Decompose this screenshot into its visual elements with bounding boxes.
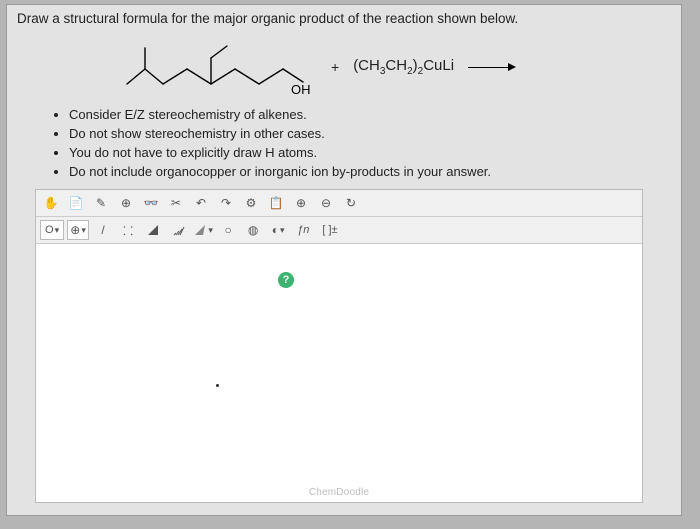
clipboard-icon[interactable]: 📋 (265, 193, 287, 213)
reaction-arrow (468, 63, 516, 71)
lone-pair-icon[interactable]: ⸬ (117, 220, 139, 240)
reaction-scheme: OH + (CH3CH2)2CuLi (17, 32, 671, 102)
instruction-item: Do not show stereochemistry in other cas… (69, 125, 671, 144)
wedge-wavy-icon[interactable]: ▾ (192, 220, 214, 240)
plus-symbol: + (331, 59, 339, 75)
refresh-icon[interactable]: ↻ (340, 193, 362, 213)
bond-line-icon[interactable]: / (92, 220, 114, 240)
zoom-out-icon[interactable]: ⊖ (315, 193, 337, 213)
ring-filled-icon[interactable]: ◍ (242, 220, 264, 240)
chemdoodle-watermark: ChemDoodle (309, 487, 369, 498)
element-o-button[interactable]: O▾ (40, 220, 64, 240)
wedge-bold-icon[interactable] (142, 220, 164, 240)
instruction-item: You do not have to explicitly draw H ato… (69, 144, 671, 163)
svg-text:OH: OH (291, 82, 311, 97)
question-text: Draw a structural formula for the major … (17, 11, 671, 26)
bracket-charge-button[interactable]: [ ]± (317, 220, 342, 240)
reactant-structure: OH (117, 34, 317, 100)
structure-editor: ✋ 📄 ✎ ⊕ 👓 ✂ ↶ ↷ ⚙ 📋 ⊕ ⊖ ↻ O▾ ⊕▾ / ⸬ ▾ ○ … (35, 189, 643, 503)
zoom-in-icon[interactable]: ⊕ (290, 193, 312, 213)
instruction-list: Consider E/Z stereochemistry of alkenes.… (57, 106, 671, 181)
drawing-canvas[interactable]: ? ChemDoodle (36, 244, 642, 502)
help-button[interactable]: ? (278, 272, 294, 288)
charge-plus-button[interactable]: ⊕▾ (67, 220, 89, 240)
function-button[interactable]: ƒn (292, 220, 314, 240)
document-icon[interactable]: 📄 (65, 193, 87, 213)
reagent-text: (CH3CH2)2CuLi (353, 57, 454, 77)
toolbar-row-1: ✋ 📄 ✎ ⊕ 👓 ✂ ↶ ↷ ⚙ 📋 ⊕ ⊖ ↻ (36, 190, 642, 217)
canvas-cursor-dot (216, 384, 219, 387)
gear-icon[interactable]: ⚙ (240, 193, 262, 213)
pencil-icon[interactable]: ✎ (90, 193, 112, 213)
ring-icon[interactable]: ○ (217, 220, 239, 240)
glasses-icon[interactable]: 👓 (140, 193, 162, 213)
scissors-icon[interactable]: ✂ (165, 193, 187, 213)
undo-icon[interactable]: ↶ (190, 193, 212, 213)
ring-half-icon[interactable]: ◐▾ (267, 220, 289, 240)
circle-plus-icon[interactable]: ⊕ (115, 193, 137, 213)
instruction-item: Consider E/Z stereochemistry of alkenes. (69, 106, 671, 125)
instruction-item: Do not include organocopper or inorganic… (69, 163, 671, 182)
question-panel: Draw a structural formula for the major … (6, 4, 682, 516)
hand-icon[interactable]: ✋ (40, 193, 62, 213)
wedge-hash-icon[interactable] (167, 220, 189, 240)
redo-icon[interactable]: ↷ (215, 193, 237, 213)
toolbar-row-2: O▾ ⊕▾ / ⸬ ▾ ○ ◍ ◐▾ ƒn [ ]± (36, 217, 642, 244)
